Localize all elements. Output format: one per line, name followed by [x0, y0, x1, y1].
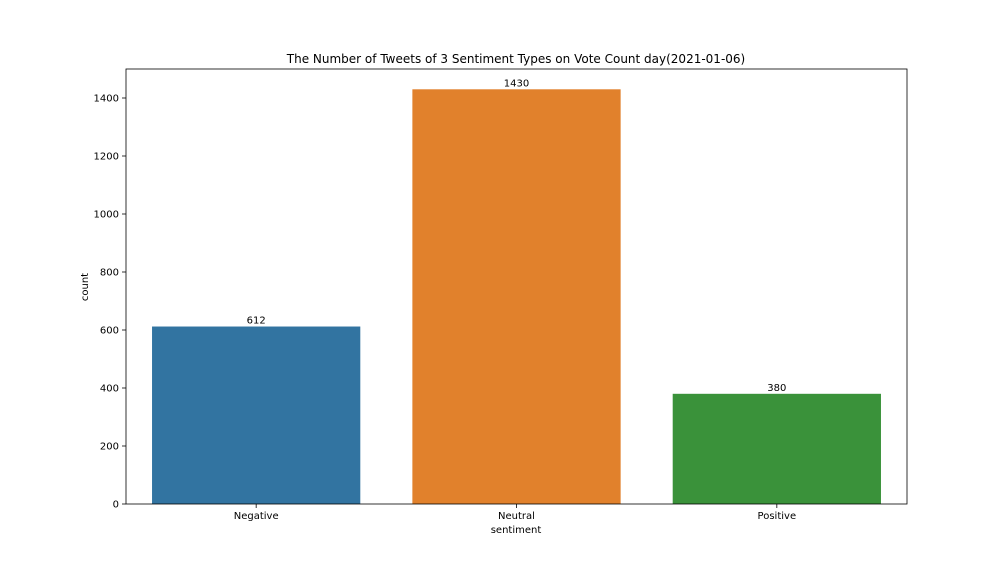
x-axis-label: sentiment: [491, 525, 542, 536]
bar-neutral: [412, 89, 621, 505]
bar-negative: [152, 326, 361, 504]
chart-title: The Number of Tweets of 3 Sentiment Type…: [286, 52, 745, 66]
y-tick-label-1400: 1400: [94, 94, 119, 105]
data-label-positive: 380: [767, 383, 786, 394]
data-label-negative: 612: [247, 316, 266, 327]
bar-positive: [672, 393, 881, 504]
plot-frame: [125, 68, 908, 505]
plot-area: 612 Negative 1430 Neutral 380 Positive 0 200 400…: [94, 68, 908, 522]
x-tick-label-positive: Positive: [758, 511, 797, 522]
y-tick-label-800: 800: [100, 268, 119, 279]
data-label-neutral: 1430: [504, 78, 529, 89]
y-tick-label-400: 400: [100, 384, 119, 395]
y-axis-label: count: [80, 273, 91, 301]
y-tick-label-0: 0: [113, 500, 119, 511]
x-tick-label-negative: Negative: [234, 511, 279, 522]
y-tick-label-1000: 1000: [94, 210, 119, 221]
y-tick-label-200: 200: [100, 442, 119, 453]
y-tick-label-1200: 1200: [94, 152, 119, 163]
y-tick-label-600: 600: [100, 326, 119, 337]
x-tick-label-neutral: Neutral: [498, 511, 535, 522]
